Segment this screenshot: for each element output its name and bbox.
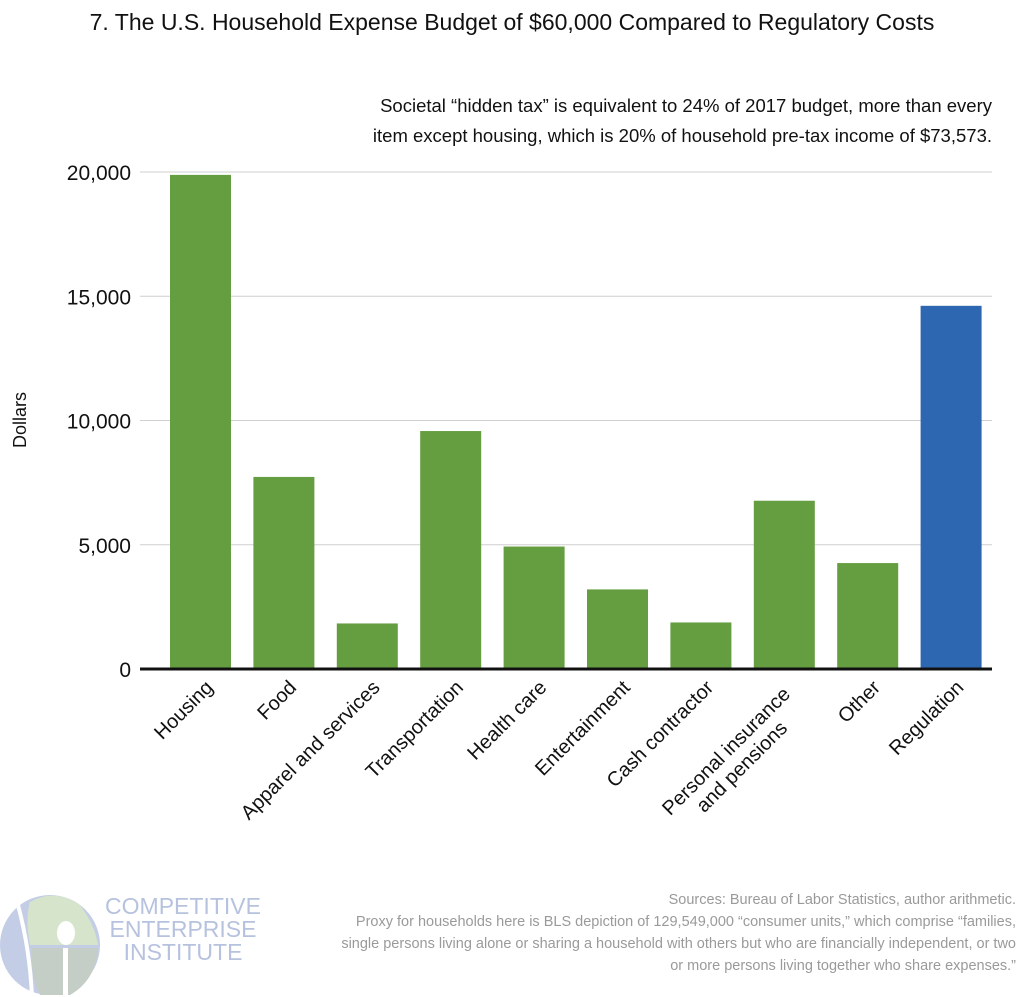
bar [170, 174, 231, 669]
y-axis-label: Dollars [10, 392, 30, 448]
bar [670, 622, 732, 669]
y-tick-label: 5,000 [78, 535, 131, 558]
chart-subtitle-line-1: Societal “hidden tax” is equivalent to 2… [380, 95, 993, 116]
sources-line-3: single persons living alone or sharing a… [341, 936, 1016, 952]
bar [336, 623, 398, 669]
x-tick-label: Regulation [885, 677, 968, 760]
svg-text:Apparel and services: Apparel and services [237, 677, 385, 825]
y-tick-label: 15,000 [67, 286, 131, 309]
svg-text:Food: Food [253, 677, 301, 725]
bar [587, 589, 648, 669]
svg-text:Housing: Housing [150, 677, 217, 744]
y-tick-label: 20,000 [67, 162, 131, 185]
x-tick-label: Food [253, 677, 301, 725]
svg-text:Health care: Health care [463, 677, 551, 765]
sources-line-4: or more persons living together who shar… [670, 958, 1016, 974]
svg-text:Other: Other [834, 676, 885, 727]
svg-text:Regulation: Regulation [885, 677, 968, 760]
x-tick-label: Other [834, 676, 885, 727]
x-tick-label: Housing [150, 677, 217, 744]
logo-line-1: COMPETITIVE [105, 893, 261, 919]
chart-subtitle-line-2: item except housing, which is 20% of hou… [373, 125, 992, 146]
bar [253, 476, 315, 669]
chart-title: 7. The U.S. Household Expense Budget of … [90, 9, 935, 35]
sources-line-1: Sources: Bureau of Labor Statistics, aut… [669, 892, 1016, 908]
logo-line-2: ENTERPRISE [110, 916, 257, 942]
bar [420, 431, 482, 669]
y-tick-label: 10,000 [67, 411, 131, 434]
sources-line-2: Proxy for households here is BLS depicti… [356, 914, 1016, 930]
logo-line-3: INSTITUTE [124, 939, 243, 965]
bar [837, 563, 899, 669]
bar [753, 500, 815, 669]
x-tick-label: Health care [463, 677, 551, 765]
bar [503, 546, 565, 669]
bar [920, 305, 982, 669]
cei-logo: COMPETITIVE ENTERPRISE INSTITUTE [0, 893, 261, 997]
y-tick-label: 0 [119, 659, 131, 682]
x-tick-label: Apparel and services [237, 677, 385, 825]
